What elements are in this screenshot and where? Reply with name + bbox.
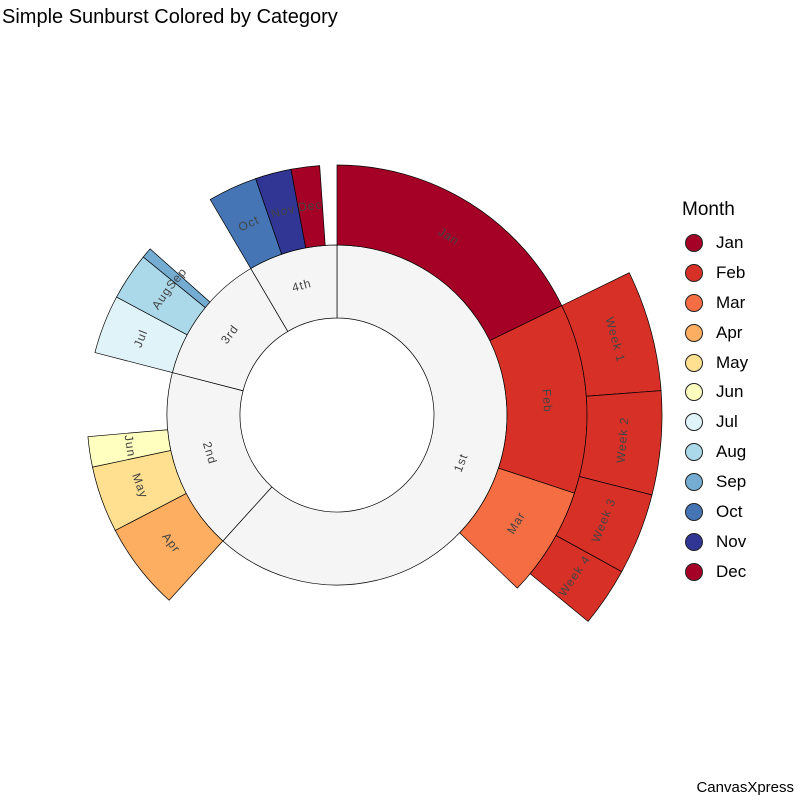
legend-item-apr[interactable]: Apr bbox=[682, 318, 748, 348]
chart-title: Simple Sunburst Colored by Category bbox=[2, 6, 338, 28]
legend-item-oct[interactable]: Oct bbox=[682, 497, 748, 527]
segment-label-jun: Jun bbox=[122, 434, 139, 458]
legend-item-jan[interactable]: Jan bbox=[682, 228, 748, 258]
segment-sep[interactable] bbox=[142, 248, 211, 309]
legend-swatch-may bbox=[685, 353, 703, 372]
legend-title: Month bbox=[682, 199, 735, 220]
legend-label-nov: Nov bbox=[716, 531, 747, 551]
segment-label-2nd: 2nd bbox=[200, 440, 220, 466]
legend-item-feb[interactable]: Feb bbox=[682, 258, 748, 288]
legend-item-nov[interactable]: Nov bbox=[682, 527, 748, 557]
legend-swatch-feb bbox=[685, 263, 703, 282]
legend-label-aug: Aug bbox=[716, 442, 747, 462]
legend-swatch-oct bbox=[685, 502, 703, 521]
legend-label-sep: Sep bbox=[716, 472, 747, 492]
legend-swatch-dec bbox=[685, 562, 703, 581]
legend-swatch-mar bbox=[685, 293, 703, 312]
legend-item-may[interactable]: May bbox=[682, 348, 748, 378]
segment-label-1st: 1st bbox=[451, 451, 471, 474]
legend-item-jul[interactable]: Jul bbox=[682, 407, 748, 437]
legend-label-jan: Jan bbox=[716, 232, 744, 252]
legend-item-aug[interactable]: Aug bbox=[682, 437, 748, 467]
segment-jun[interactable] bbox=[87, 429, 172, 468]
legend-swatch-jul bbox=[685, 413, 703, 432]
legend-label-mar: Mar bbox=[716, 292, 746, 312]
legend-swatch-sep bbox=[685, 473, 703, 492]
legend: Month Jan Feb Mar Apr May Jun Jul Aug Sep Oct Nov D… bbox=[682, 199, 748, 587]
segment-label-4th: 4th bbox=[290, 276, 313, 295]
legend-item-jun[interactable]: Jun bbox=[682, 377, 748, 407]
legend-label-oct: Oct bbox=[716, 501, 743, 521]
segment-label-feb: Feb bbox=[540, 389, 556, 414]
legend-label-jun: Jun bbox=[716, 382, 744, 402]
legend-swatch-jun bbox=[685, 383, 703, 402]
legend-label-dec: Dec bbox=[716, 561, 747, 581]
segment-label-dec: Dec bbox=[297, 197, 323, 214]
legend-label-jul: Jul bbox=[716, 412, 738, 432]
segment-label-week-2: Week 2 bbox=[614, 416, 632, 464]
watermark: CanvasXpress bbox=[696, 779, 794, 796]
legend-label-apr: Apr bbox=[716, 322, 743, 342]
legend-item-mar[interactable]: Mar bbox=[682, 288, 748, 318]
legend-item-dec[interactable]: Dec bbox=[682, 557, 748, 587]
legend-swatch-jan bbox=[685, 233, 703, 252]
legend-label-feb: Feb bbox=[716, 262, 746, 282]
segment-label-nov: Nov bbox=[270, 201, 297, 221]
legend-label-may: May bbox=[716, 352, 749, 372]
legend-swatch-aug bbox=[685, 443, 703, 462]
legend-item-sep[interactable]: Sep bbox=[682, 467, 748, 497]
legend-swatch-nov bbox=[685, 532, 703, 551]
legend-swatch-apr bbox=[685, 323, 703, 342]
segment-week-4[interactable] bbox=[529, 535, 623, 622]
segment-dec[interactable] bbox=[290, 165, 326, 249]
segment-label-jul: Jul bbox=[131, 327, 151, 349]
